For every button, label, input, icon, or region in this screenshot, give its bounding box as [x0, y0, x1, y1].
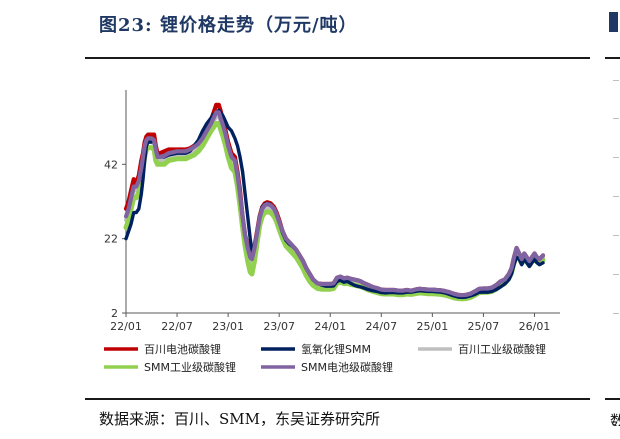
x-tick-label: 22/07 — [161, 320, 193, 333]
x-tick-label: 24/07 — [365, 320, 397, 333]
legend-label-1: 百川电池碳酸锂 — [144, 342, 221, 356]
adjacent-figure-title-edge — [609, 12, 618, 32]
y-tick-label: 2 — [111, 307, 118, 320]
bottom-rule — [85, 398, 590, 400]
series-line-3 — [124, 114, 545, 300]
adjacent-figure-axis-edge — [613, 80, 620, 320]
series-line-2 — [124, 108, 545, 300]
x-tick-label: 25/01 — [417, 320, 449, 333]
series-line-5 — [123, 110, 546, 298]
figure-title: 图23: 锂价格走势（万元/吨） — [99, 15, 358, 36]
adjacent-figure-bottom-rule — [605, 398, 620, 400]
top-rule — [85, 57, 590, 59]
x-tick-label: 22/01 — [110, 320, 142, 333]
legend-label-3: 百川工业级碳酸锂 — [458, 342, 546, 356]
x-tick-label: 23/07 — [263, 320, 295, 333]
chart-axes — [125, 90, 560, 314]
y-tick-label: 22 — [104, 233, 118, 246]
series-lines — [123, 102, 546, 302]
x-tick-label: 24/01 — [314, 320, 346, 333]
legend-label-5: SMM电池级碳酸锂 — [301, 360, 393, 374]
source-note: 数据来源：百川、SMM，东吴证券研究所 — [99, 410, 380, 428]
x-axis-ticks: 22/01 22/07 23/01 23/07 24/01 24/07 25/01 25/07… — [110, 313, 550, 333]
y-tick-label: 42 — [104, 158, 118, 171]
x-tick-label: 25/07 — [468, 320, 500, 333]
adjacent-figure-top-rule — [605, 57, 620, 59]
x-tick-label: 23/01 — [212, 320, 244, 333]
adjacent-figure-source-edge: 数 — [610, 412, 620, 426]
chart-legend: 百川电池碳酸锂 氢氧化锂SMM 百川工业级碳酸锂 SMM工业级碳酸锂 SMM电池级碳酸锂 — [104, 342, 546, 374]
legend-label-2: 氢氧化锂SMM — [301, 342, 371, 356]
x-tick-label: 26/01 — [519, 320, 551, 333]
series-line-1 — [123, 102, 546, 298]
legend-label-4: SMM工业级碳酸锂 — [144, 360, 236, 374]
